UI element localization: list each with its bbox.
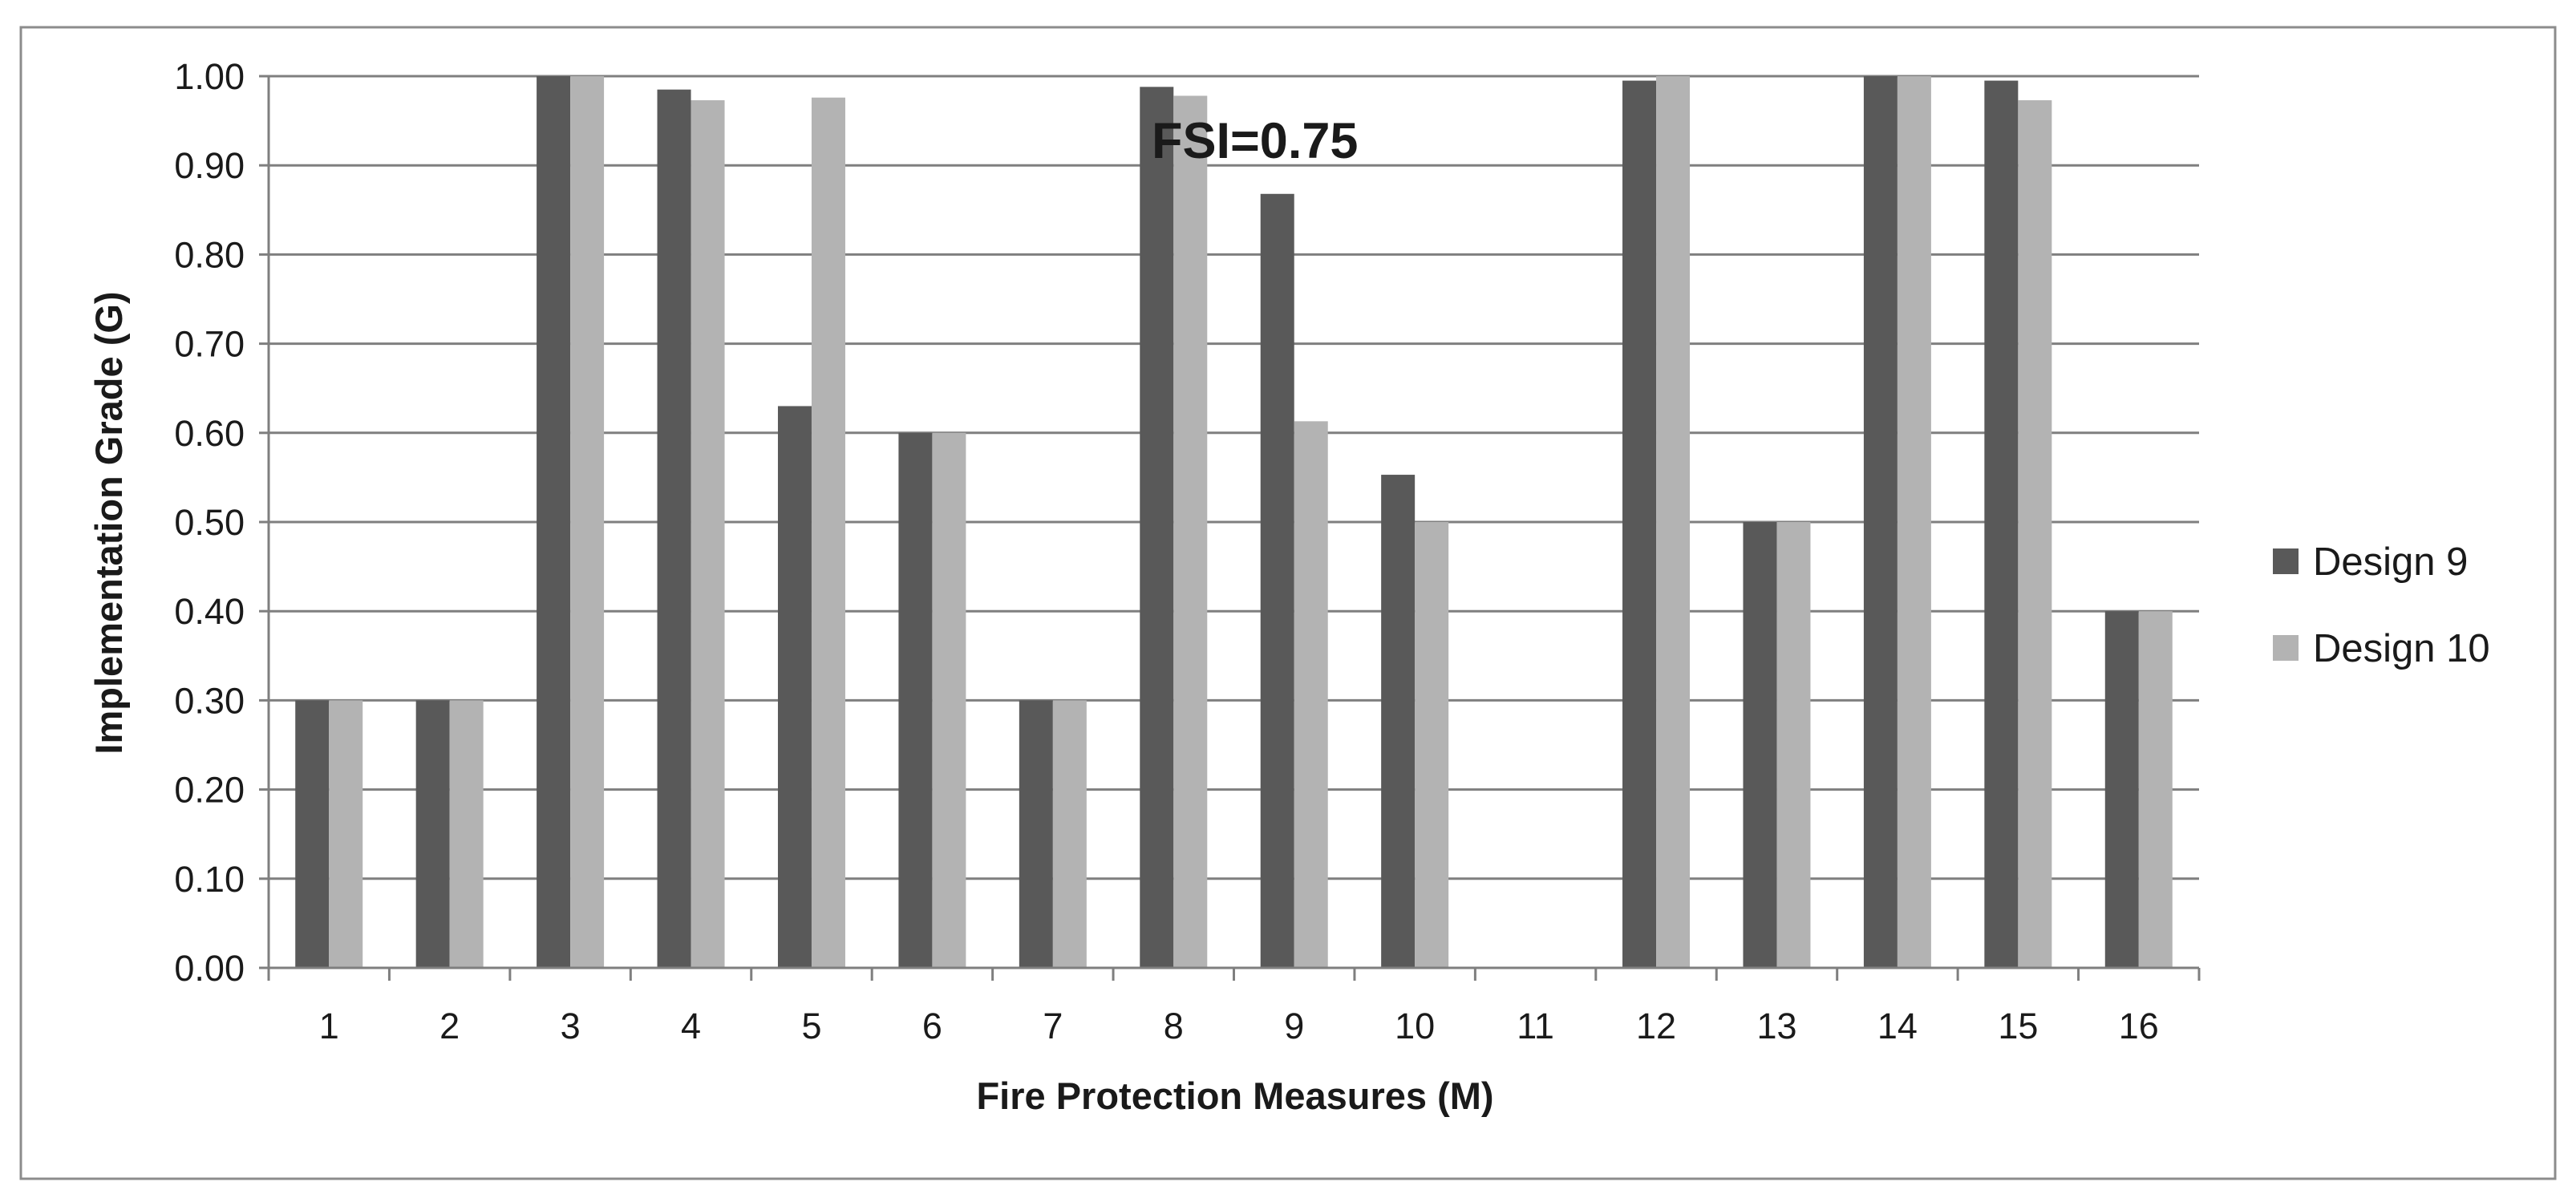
x-tick-label: 8 xyxy=(1164,1006,1184,1046)
y-tick-label: 0.60 xyxy=(174,413,245,454)
x-tick-label: 2 xyxy=(439,1006,460,1046)
y-tick-label: 0.10 xyxy=(174,859,245,900)
x-axis-title: Fire Protection Measures (M) xyxy=(976,1075,1493,1117)
bar-design-10 xyxy=(1776,522,1811,968)
legend: Design 9 Design 10 xyxy=(2273,540,2490,670)
y-tick-labels: 0.00 0.10 0.20 0.30 0.40 0.50 0.60 0.70 0.80 0.90… xyxy=(174,56,245,989)
bar-design-9 xyxy=(1622,80,1657,968)
bar-design-10 xyxy=(449,700,484,968)
legend-swatch xyxy=(2273,548,2299,574)
bar-design-10 xyxy=(691,100,725,968)
x-tick-label: 3 xyxy=(561,1006,581,1046)
bar-design-10 xyxy=(1415,522,1449,968)
x-tick-label: 15 xyxy=(1998,1006,2038,1046)
bar-design-9 xyxy=(2104,611,2139,968)
x-tick-label: 16 xyxy=(2119,1006,2159,1046)
x-tick-label: 12 xyxy=(1636,1006,1676,1046)
bar-design-10 xyxy=(1656,76,1691,968)
x-tick-label: 9 xyxy=(1284,1006,1304,1046)
bar-design-9 xyxy=(898,432,933,968)
bar-design-10 xyxy=(570,76,605,968)
bar-design-10 xyxy=(1294,421,1328,968)
bar-design-10 xyxy=(1052,700,1087,968)
bar-design-10 xyxy=(932,432,966,968)
y-tick-label: 0.30 xyxy=(174,680,245,721)
x-tick-label: 13 xyxy=(1756,1006,1796,1046)
bar-design-9 xyxy=(415,700,450,968)
bar-design-10 xyxy=(2018,100,2052,968)
x-tick-labels: 1 2 3 4 5 6 7 8 9 10 11 12 13 14 15 16 xyxy=(319,1006,2159,1046)
x-tick-label: 7 xyxy=(1043,1006,1063,1046)
y-tick-label: 0.80 xyxy=(174,234,245,275)
x-tick-label: 10 xyxy=(1395,1006,1435,1046)
legend-label: Design 9 xyxy=(2313,540,2468,584)
bar-design-9 xyxy=(777,406,812,968)
annotation-label: FSI=0.75 xyxy=(1152,113,1358,169)
x-tick-label: 14 xyxy=(1877,1006,1918,1046)
x-tick-label: 6 xyxy=(922,1006,942,1046)
legend-label: Design 10 xyxy=(2313,627,2490,670)
bar-design-9 xyxy=(1984,80,2019,968)
y-tick-label: 0.00 xyxy=(174,948,245,989)
bar-design-9 xyxy=(1019,700,1053,968)
bar-design-9 xyxy=(295,700,330,968)
y-tick-label: 1.00 xyxy=(174,56,245,97)
y-tick-label: 0.90 xyxy=(174,145,245,186)
bar-design-9 xyxy=(657,89,691,968)
y-axis-title: Implementation Grade (G) xyxy=(87,291,130,754)
bar-design-10 xyxy=(1173,95,1208,969)
x-tick-label: 11 xyxy=(1517,1006,1554,1046)
bar-design-9 xyxy=(1743,522,1777,968)
bars xyxy=(295,76,2173,969)
bar-design-9 xyxy=(1381,475,1416,968)
y-tick-label: 0.40 xyxy=(174,591,245,632)
bar-design-9 xyxy=(1140,87,1174,969)
y-tick-label: 0.20 xyxy=(174,770,245,811)
x-tick-label: 5 xyxy=(801,1006,821,1046)
x-tick-label: 4 xyxy=(681,1006,701,1046)
x-tick-label: 1 xyxy=(319,1006,339,1046)
bar-design-10 xyxy=(2138,611,2173,968)
bar-design-9 xyxy=(1260,193,1294,968)
bar-design-9 xyxy=(537,76,571,968)
y-tick-label: 0.70 xyxy=(174,324,245,365)
bar-design-10 xyxy=(329,700,363,968)
bar-design-10 xyxy=(811,97,845,969)
y-tick-label: 0.50 xyxy=(174,502,245,543)
bar-design-9 xyxy=(1863,76,1898,968)
axes xyxy=(259,75,2201,981)
legend-swatch xyxy=(2273,635,2299,661)
bar-design-10 xyxy=(1897,76,1931,968)
